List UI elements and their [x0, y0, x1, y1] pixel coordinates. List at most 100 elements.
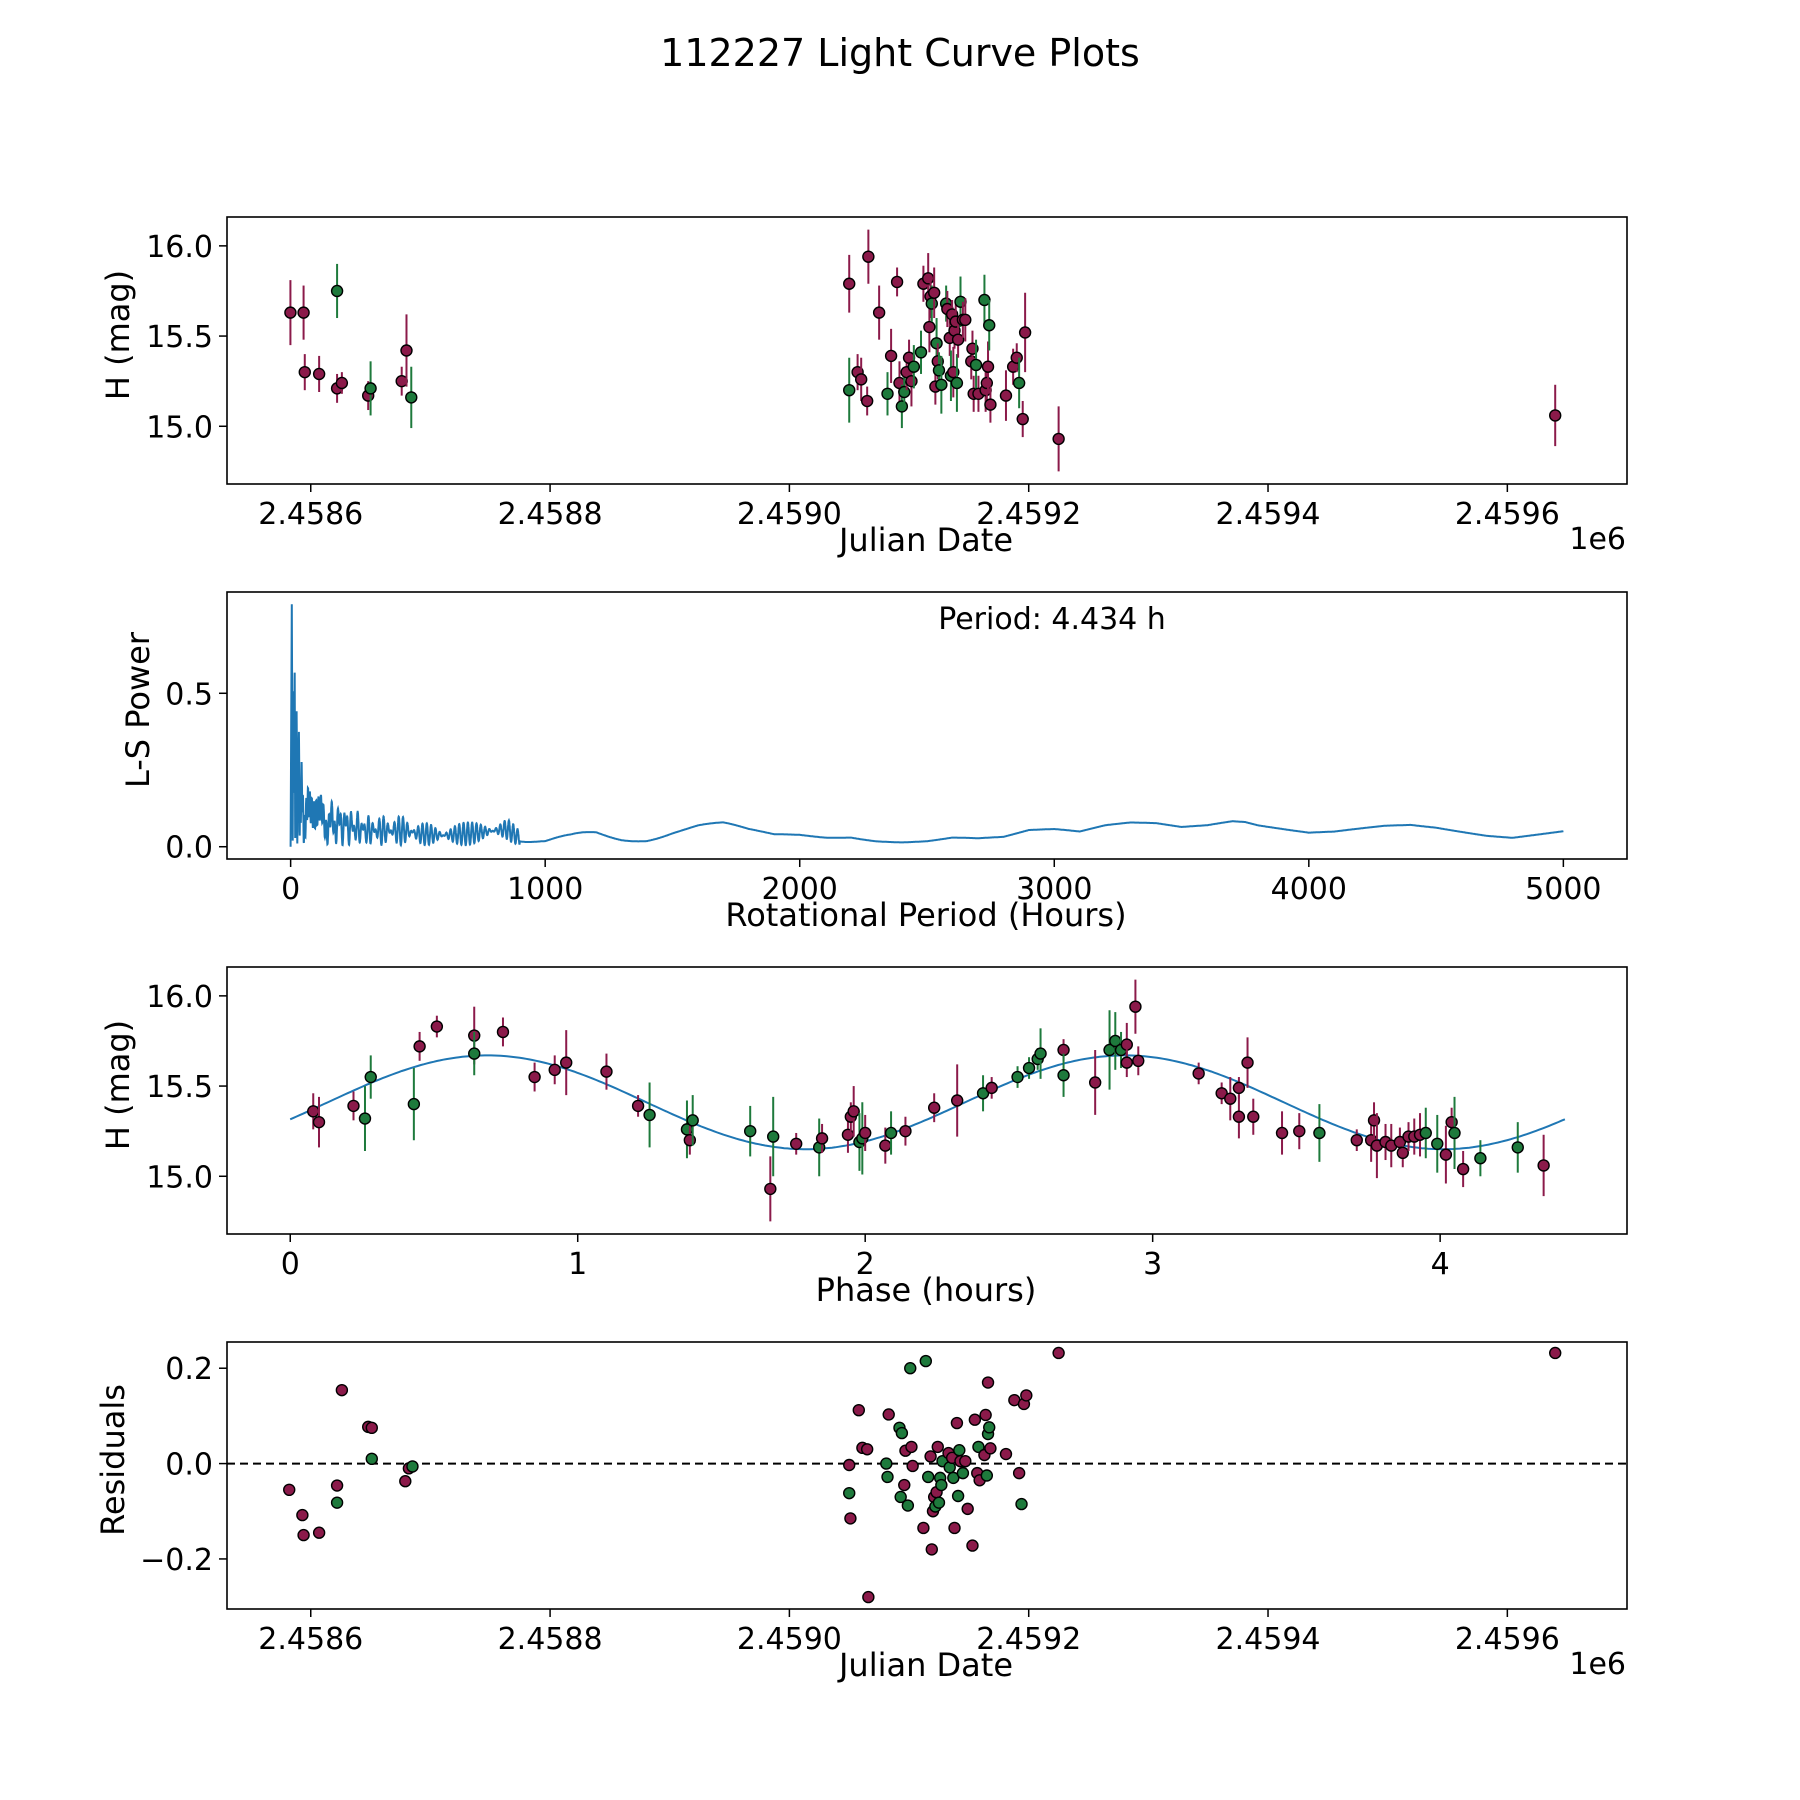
data-point: [364, 382, 377, 395]
x-tick-label: 2.4594: [1216, 1622, 1321, 1657]
y-tick-label: 16.0: [146, 980, 213, 1015]
data-point: [1537, 1159, 1550, 1172]
periodogram-axes-frame: [226, 591, 1628, 860]
data-point: [1052, 432, 1065, 446]
data-point: [999, 389, 1013, 402]
data-point: [1011, 1070, 1024, 1084]
y-tick-label: 0.0: [165, 1448, 213, 1483]
data-point: [972, 1440, 985, 1454]
data-point: [881, 1470, 894, 1484]
data-point: [930, 337, 943, 350]
data-point: [907, 360, 921, 373]
data-point: [947, 1471, 960, 1485]
data-point: [1511, 1141, 1524, 1154]
data-point: [1549, 409, 1562, 422]
x-tick-label: 5000: [1525, 872, 1601, 907]
data-point: [961, 1502, 974, 1516]
data-point: [852, 1403, 865, 1417]
data-point: [999, 1447, 1013, 1461]
data-point: [298, 365, 311, 379]
data-point: [981, 1376, 995, 1389]
data-point: [400, 344, 413, 357]
data-point: [468, 1047, 481, 1060]
data-point: [984, 398, 997, 411]
data-point: [600, 1065, 613, 1078]
data-point: [1022, 1061, 1036, 1075]
data-point: [1313, 1126, 1326, 1140]
y-tick-label: 15.5: [146, 320, 213, 355]
data-point: [297, 306, 310, 319]
data-point: [1015, 1497, 1028, 1511]
data-point: [932, 364, 946, 377]
data-point: [1549, 1346, 1562, 1360]
data-point: [548, 1063, 561, 1077]
data-point: [969, 358, 983, 372]
lightcurve-panel: 2.4586 2.4588 2.4590 2.4592 2.4594 2.4596 15.0…: [99, 216, 1628, 559]
data-point: [951, 1489, 965, 1503]
data-point: [1020, 1389, 1033, 1402]
data-point: [985, 1081, 998, 1095]
data-point: [921, 272, 935, 285]
data-point: [1419, 1126, 1432, 1140]
data-point: [976, 1087, 990, 1100]
data-point: [1034, 1047, 1047, 1060]
data-point: [956, 1466, 970, 1480]
data-point: [330, 1479, 344, 1492]
data-point: [953, 1444, 966, 1457]
x-tick-label: 2.4596: [1455, 497, 1560, 532]
phased-panel: 0 1 2 3 4 15.0 15.5 16.0 Phase (hours) H (mag): [99, 966, 1628, 1309]
data-point: [1232, 1081, 1246, 1095]
y-tick-label: 15.0: [146, 1160, 213, 1195]
figure-title: 112227 Light Curve Plots: [660, 31, 1140, 75]
x-tick-label: 2: [856, 1247, 875, 1282]
data-point: [905, 1440, 918, 1454]
x-tick-label: 4: [1431, 1247, 1450, 1282]
data-point: [347, 1099, 360, 1113]
phased-ylabel: H (mag): [99, 1020, 137, 1150]
x-tick-label: 2.4594: [1216, 497, 1321, 532]
data-point: [406, 1460, 419, 1473]
x-tick-label: 4000: [1271, 872, 1347, 907]
data-point: [881, 387, 894, 400]
data-point: [917, 1521, 930, 1535]
data-point: [931, 1440, 944, 1454]
x-tick-label: 3000: [1016, 872, 1092, 907]
periodogram-plot-area: [289, 604, 1564, 848]
data-point: [1350, 1133, 1363, 1147]
data-point: [904, 1362, 917, 1375]
data-point: [983, 1421, 996, 1434]
residuals-ylabel: Residuals: [94, 1384, 132, 1536]
data-point: [312, 1526, 326, 1539]
x-tick-label: 2.4596: [1455, 1622, 1560, 1657]
data-point: [925, 1543, 938, 1556]
data-point: [843, 277, 856, 290]
data-point: [312, 1115, 326, 1129]
data-point: [862, 1590, 875, 1604]
data-point: [1018, 326, 1032, 339]
data-point: [890, 275, 904, 289]
data-point: [643, 1108, 656, 1122]
data-point: [335, 1383, 349, 1397]
residuals-offset-label: 1e6: [1569, 1647, 1626, 1682]
data-point: [950, 1094, 964, 1107]
data-point: [968, 1413, 982, 1426]
data-point: [906, 1459, 919, 1473]
data-point: [950, 1416, 964, 1430]
data-point: [884, 349, 898, 363]
data-point: [924, 1450, 937, 1463]
data-point: [1474, 1152, 1487, 1165]
data-point: [983, 319, 996, 332]
data-point: [959, 1454, 972, 1468]
x-tick-label: 0: [281, 1247, 300, 1282]
data-point: [767, 1130, 780, 1143]
data-point: [901, 1499, 915, 1512]
y-tick-label: 0.0: [165, 831, 213, 866]
data-point: [1275, 1126, 1289, 1140]
data-point: [879, 1139, 892, 1152]
data-point: [407, 1097, 421, 1111]
data-point: [905, 374, 918, 388]
x-tick-label: 2.4592: [976, 1622, 1081, 1657]
data-point: [1293, 1124, 1306, 1138]
data-point: [283, 1483, 296, 1497]
data-point: [899, 1124, 912, 1138]
